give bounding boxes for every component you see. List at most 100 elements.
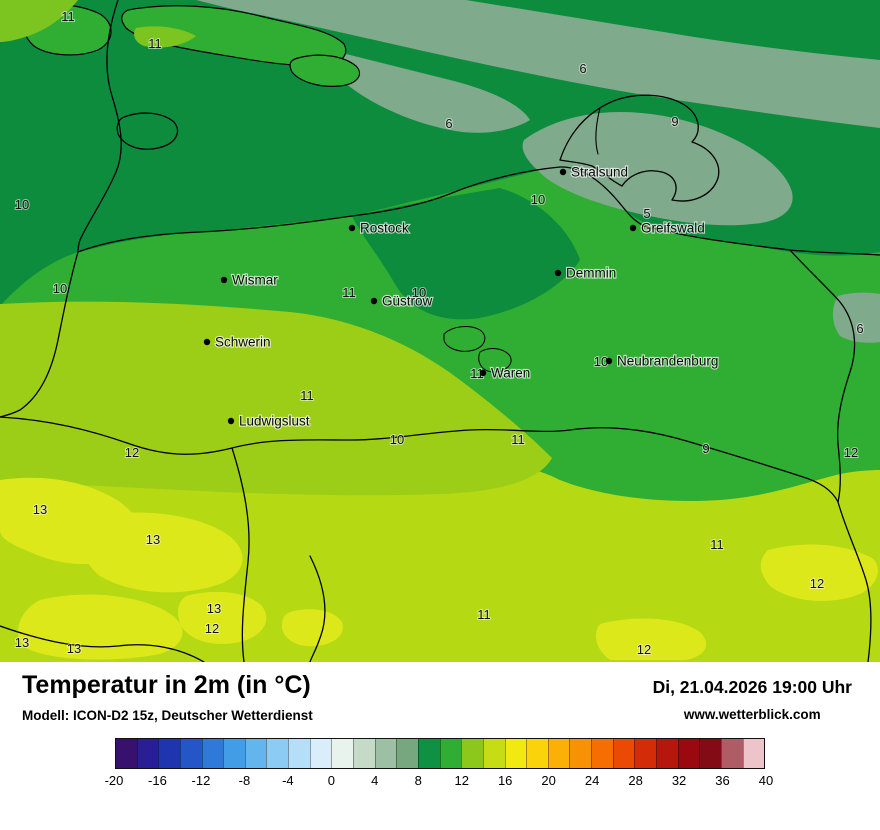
temp-value-label: 5 <box>643 206 650 221</box>
colorbar-segment <box>612 738 635 768</box>
island-fehmarn-outline <box>116 112 179 150</box>
colorbar-segment <box>158 738 180 768</box>
temp-value-label: 6 <box>856 321 863 336</box>
lake-outline-2 <box>478 348 512 373</box>
colorbar-segment <box>526 738 548 768</box>
lake-outline-1 <box>443 326 486 352</box>
temperature-labels-layer: 11 11 6 6 9 10 10 5 10 11 10 6 10 11 11 10 11 9 12 12 13 13 11… <box>14 8 865 658</box>
colorbar-tick-label: 20 <box>541 772 556 788</box>
colorbar-segment <box>656 738 678 768</box>
colorbar-segment <box>461 738 483 768</box>
colorbar-segment <box>396 738 418 768</box>
border-inner-2 <box>309 555 326 662</box>
temp-value-label: 10 <box>53 281 67 296</box>
temp-value-label: 10 <box>594 354 608 369</box>
city-dot <box>348 224 356 232</box>
city-label: Güstrow <box>382 294 433 309</box>
colorbar-segment <box>504 738 527 768</box>
colorbar-segment <box>116 738 137 768</box>
temp-value-label: 12 <box>844 445 858 460</box>
region-yellow-patch-3 <box>17 594 183 660</box>
temp-value-label: 9 <box>702 441 709 456</box>
colorbar-tick-label: 16 <box>497 772 513 788</box>
colorbar-tick-label: -12 <box>191 772 211 788</box>
city-label: Stralsund <box>571 165 628 180</box>
region-yellow-patch-5 <box>760 544 878 601</box>
city-dot <box>203 338 211 346</box>
city-marker-greifswald: Greifswald <box>629 219 706 237</box>
colorbar-segment <box>201 738 224 768</box>
state-border-west <box>0 251 79 418</box>
temperature-legend: -20 -16 -12 -8 -4 0 4 8 12 16 20 24 28 32 36 40 <box>0 737 880 791</box>
border-inner-1 <box>231 447 250 662</box>
colorbar-tick-label: 40 <box>758 772 774 788</box>
colorbar-segment <box>244 738 267 768</box>
border-inner-3 <box>0 625 205 662</box>
website-url: www.wetterblick.com <box>683 707 821 722</box>
city-label: Schwerin <box>215 335 271 350</box>
weather-map: 11 11 6 6 9 10 10 5 10 11 10 6 10 11 11 10 11 9 12 12 13 13 11… <box>0 0 880 662</box>
region-sea-east-edge <box>832 292 880 343</box>
temp-value-label: 10 <box>15 197 29 212</box>
temp-value-label: 10 <box>531 192 545 207</box>
colorbar-ticks: -20 -16 -12 -8 -4 0 4 8 12 16 20 24 28 32 36 40 <box>105 772 774 791</box>
city-dot <box>605 357 613 365</box>
colorbar-segment <box>677 738 700 768</box>
colorbar-segment <box>288 738 310 768</box>
city-dot <box>554 269 562 277</box>
region-baltic-sea-band <box>196 0 880 128</box>
colorbar-segment <box>720 738 743 768</box>
region-bright-corner <box>0 0 78 42</box>
city-label: Wismar <box>232 273 278 288</box>
colorbar-tick-label: 4 <box>371 772 379 788</box>
temp-value-label: 13 <box>146 532 160 547</box>
temp-value-label: 11 <box>511 432 525 447</box>
colorbar-tick-label: 8 <box>414 772 422 788</box>
island-ruegen-outline <box>559 94 720 202</box>
temp-value-label: 6 <box>579 61 586 76</box>
colorbar-segment <box>634 738 657 768</box>
colorbar-tick-label: -4 <box>282 772 294 788</box>
temp-value-label: 13 <box>15 635 29 650</box>
colorbar-tick-label: -20 <box>104 772 124 788</box>
island-northwest-3 <box>289 54 361 87</box>
colorbar-tick-label: 12 <box>454 772 469 788</box>
coastline-west <box>77 0 122 253</box>
city-dot <box>220 276 228 284</box>
city-label: Rostock <box>360 221 409 236</box>
colorbar-segment <box>742 738 765 768</box>
border-east-poland <box>789 249 872 662</box>
region-dark-coastal-wedge <box>352 188 580 320</box>
city-dot <box>227 417 235 425</box>
city-dot <box>370 297 378 305</box>
footer-header: Temperatur in 2m (in °C) Modell: ICON-D2… <box>0 662 880 722</box>
temp-value-label: 11 <box>61 9 75 24</box>
city-marker-schwerin: Schwerin <box>203 333 272 351</box>
temp-value-label: 10 <box>412 285 426 300</box>
temp-value-label: 11 <box>710 537 724 552</box>
colorbar-segment <box>136 738 159 768</box>
colorbar-segment <box>439 738 462 768</box>
city-marker-g-strow: Güstrow <box>370 292 434 310</box>
temp-value-label: 13 <box>207 601 221 616</box>
colorbar <box>115 737 765 769</box>
colorbar-tick-label: -8 <box>238 772 251 788</box>
temp-value-label: 13 <box>33 502 47 517</box>
temp-value-label: 10 <box>390 432 404 447</box>
colorbar-tick-label: 24 <box>584 772 600 788</box>
region-bright-island-spot <box>134 26 196 48</box>
city-marker-stralsund: Stralsund <box>559 163 629 181</box>
city-dot <box>559 168 567 176</box>
city-label: Waren <box>491 366 530 381</box>
city-markers-layer: Stralsund Rostock Greifswald Wismar Demmin Gü… <box>203 163 719 430</box>
coastline-baltic <box>77 166 880 256</box>
temp-value-label: 11 <box>477 607 491 622</box>
map-footer: Temperatur in 2m (in °C) Modell: ICON-D2… <box>0 662 880 830</box>
temp-value-label: 11 <box>470 366 484 381</box>
region-yellow-patch-7 <box>282 609 343 647</box>
temp-value-label: 11 <box>342 285 356 300</box>
temp-value-label: 12 <box>810 576 824 591</box>
city-marker-neubrandenburg: Neubrandenburg <box>605 352 719 370</box>
colorbar-tick-label: 36 <box>715 772 730 788</box>
